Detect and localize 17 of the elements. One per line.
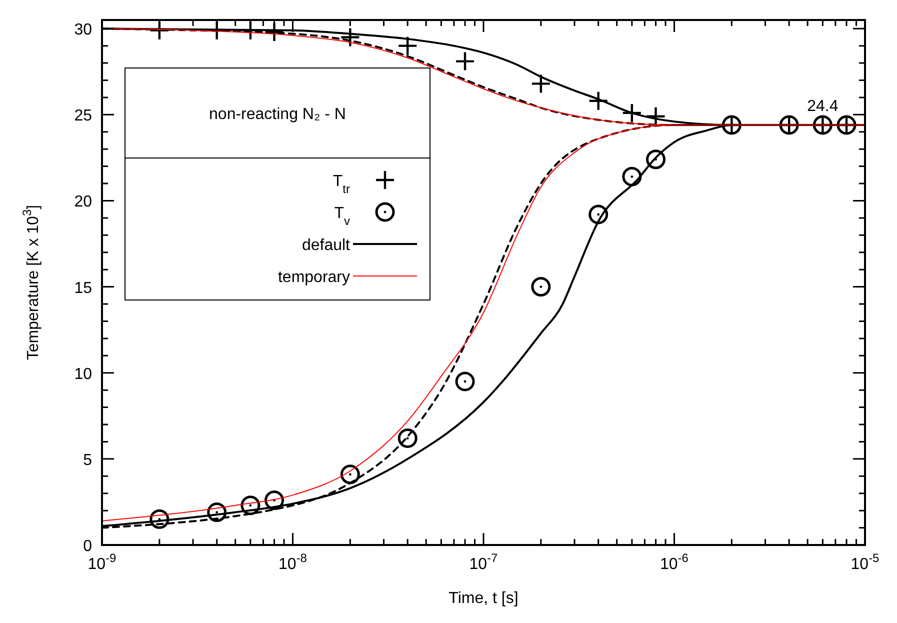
y-tick-label: 15 <box>74 280 92 297</box>
legend-label: temporary <box>278 269 350 286</box>
y-tick-label: 25 <box>74 108 92 125</box>
legend-label: T$_{tr}$ <box>332 173 350 196</box>
y-tick-label: 5 <box>83 452 92 469</box>
y-tick-label: 10 <box>74 366 92 383</box>
legend-title: non-reacting N₂ - N <box>209 106 346 123</box>
x-axis-title: Time, t [s] <box>448 590 518 607</box>
x-tick-label: 10$^{-5}$ <box>850 551 880 573</box>
y-tick-label: 20 <box>74 194 92 211</box>
legend-label: default <box>302 237 351 254</box>
legend-label: T$_{v}$ <box>334 205 350 228</box>
x-tick-label: 10$^{-7}$ <box>469 551 498 573</box>
x-tick-label: 10$^{-8}$ <box>278 551 308 573</box>
x-tick-label: 10$^{-6}$ <box>660 551 689 573</box>
y-tick-label: 30 <box>74 22 92 39</box>
annotation: 24.4 <box>807 98 838 115</box>
